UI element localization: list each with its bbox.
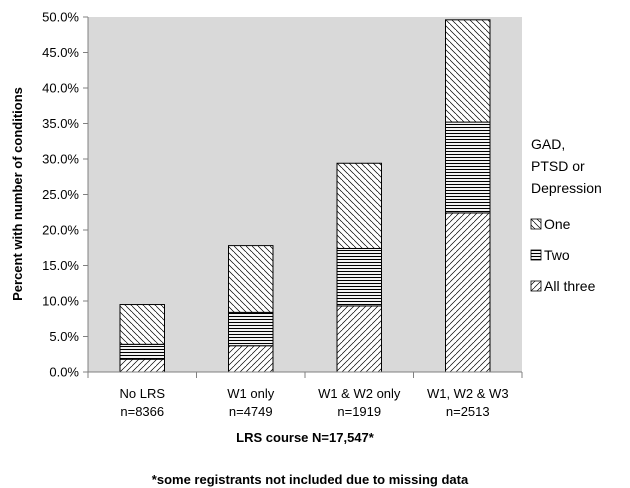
x-tick-label: n=4749 [229, 404, 273, 419]
bar-segment-two [445, 121, 491, 214]
legend-title-line-3: Depression [531, 180, 602, 196]
legend-title-line-1: GAD, [531, 136, 565, 152]
bar-segment-all-three [119, 358, 165, 373]
legend-swatch-one [530, 218, 542, 230]
y-tick-label: 40.0% [42, 81, 79, 96]
y-tick-label: 15.0% [42, 258, 79, 273]
x-tick-label: W1 & W2 only [318, 386, 401, 401]
x-tick-label: No LRS [119, 386, 165, 401]
y-tick-label: 50.0% [42, 10, 79, 25]
bar-segment-one [228, 245, 274, 313]
bar-segment-all-three [228, 345, 274, 373]
y-tick-label: 20.0% [42, 223, 79, 238]
x-tick-label: n=8366 [120, 404, 164, 419]
bar-segment-one [336, 162, 382, 249]
bar-segment-one [119, 304, 165, 345]
y-tick-label: 45.0% [42, 45, 79, 60]
legend-title-line-2: PTSD or [531, 158, 585, 174]
y-axis-ticks: 0.0% 5.0% 10.0% 15.0% 20.0% 25.0% 30.0% 35.0% 40… [42, 10, 88, 380]
footnote: *some registrants not included due to mi… [152, 472, 469, 487]
y-tick-label: 10.0% [42, 294, 79, 309]
legend-swatch-all-three [530, 280, 542, 292]
y-axis-label: Percent with number of conditions [10, 87, 25, 301]
bar-segment-two [336, 247, 382, 307]
x-tick-label: n=1919 [337, 404, 381, 419]
y-tick-label: 30.0% [42, 152, 79, 167]
bar-segment-all-three [336, 305, 382, 373]
x-axis-ticks: No LRS n=8366 W1 only n=4749 W1 & W2 only n=1… [87, 372, 523, 419]
legend-swatch-two [530, 249, 542, 261]
bars-layer [119, 19, 491, 373]
y-tick-label: 0.0% [49, 365, 79, 380]
bar-segment-one [445, 19, 491, 123]
x-axis-label: LRS course N=17,547* [236, 430, 375, 445]
legend-label-all-three: All three [544, 278, 596, 294]
y-tick-label: 25.0% [42, 187, 79, 202]
x-tick-label: n=2513 [446, 404, 490, 419]
x-tick-label: W1, W2 & W3 [427, 386, 509, 401]
y-tick-label: 35.0% [42, 116, 79, 131]
bar-segment-two [228, 311, 274, 347]
legend: GAD, PTSD or Depression One Two All thre… [530, 136, 602, 294]
bar-segment-all-three [445, 212, 491, 373]
bar-segment-two [119, 343, 165, 360]
legend-label-two: Two [544, 247, 570, 263]
y-tick-label: 5.0% [49, 329, 79, 344]
legend-label-one: One [544, 216, 571, 232]
x-tick-label: W1 only [227, 386, 274, 401]
